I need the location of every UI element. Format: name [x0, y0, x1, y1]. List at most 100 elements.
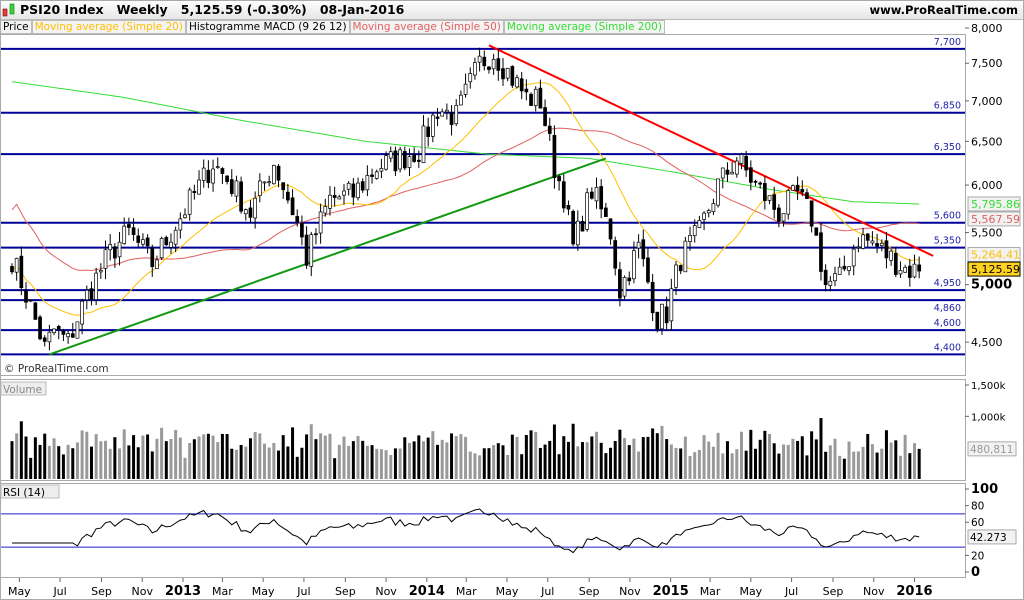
candle-body — [547, 125, 552, 134]
volume-bar — [754, 448, 758, 479]
volume-bar — [618, 429, 622, 479]
level-label: 4,400 — [934, 342, 961, 353]
candle-body — [683, 240, 688, 273]
volume-bar — [782, 444, 786, 479]
volume-bar — [473, 453, 477, 479]
candle-body — [884, 240, 889, 259]
volume-bar — [403, 437, 407, 479]
x-axis-label: Mar — [700, 585, 721, 598]
candle-body — [561, 181, 566, 209]
volume-bar — [258, 433, 262, 479]
volume-bar — [529, 430, 533, 479]
volume-bar — [669, 444, 673, 479]
x-axis-label: Jul — [540, 585, 554, 598]
legend-sma50[interactable]: Moving average (Simple 50) — [349, 20, 504, 34]
candle-body — [543, 107, 547, 126]
last-value-tag — [967, 529, 1017, 545]
candle-body — [585, 192, 590, 230]
x-axis-label: Nov — [132, 585, 154, 598]
candle-body — [108, 244, 113, 251]
candle-body — [893, 252, 898, 275]
volume-bar — [721, 453, 725, 479]
volume-bar — [725, 441, 729, 479]
volume-bar — [805, 455, 809, 479]
candle-body — [571, 210, 575, 245]
volume-bar — [777, 453, 781, 479]
legend-sma20[interactable]: Moving average (Simple 20) — [31, 20, 186, 34]
x-axis-label: Sep — [579, 585, 600, 598]
candle-body — [837, 266, 842, 275]
volume-bar — [337, 444, 341, 479]
volume-bar — [627, 445, 631, 479]
legend-price[interactable]: Price — [0, 20, 32, 34]
candle-body — [669, 288, 674, 322]
candle-body — [641, 239, 646, 260]
candle-body — [487, 66, 491, 70]
volume-bar — [697, 449, 701, 479]
volume-bar — [655, 433, 659, 479]
candle-body — [819, 232, 823, 272]
candle-body — [753, 180, 758, 183]
volume-bar — [351, 441, 355, 479]
candle-body — [515, 77, 519, 88]
volume-bar — [585, 442, 589, 479]
volume-bar — [791, 438, 795, 479]
volume-bar — [571, 423, 575, 479]
candle-body — [763, 183, 767, 201]
candle-body — [402, 151, 407, 169]
volume-bar — [24, 436, 28, 479]
volume-bar — [132, 435, 136, 479]
last-value-tag — [967, 211, 1021, 227]
price-axis-label: 6,000 — [971, 179, 1003, 192]
volume-bar — [842, 458, 846, 479]
volume-bar — [683, 436, 687, 479]
volume-bar — [870, 444, 874, 479]
candle-body — [187, 189, 192, 215]
volume-bar — [431, 431, 435, 479]
candle-body — [103, 249, 108, 269]
volume-bar — [520, 454, 524, 479]
volume-bar — [347, 445, 351, 479]
last-value-label: 5,125.59 — [971, 263, 1020, 276]
candle-body — [589, 191, 594, 199]
rsi-axis-label: 100 — [971, 482, 998, 497]
legend-sma200[interactable]: Moving average (Simple 200) — [503, 20, 665, 34]
volume-bar — [749, 429, 753, 479]
candle-body — [777, 207, 781, 222]
volume-bar — [66, 444, 70, 479]
volume-bar — [94, 434, 98, 479]
volume-bar — [393, 448, 397, 479]
volume-bar — [43, 433, 47, 479]
volume-bar — [590, 436, 594, 479]
candle-body — [814, 227, 819, 236]
site-link[interactable]: www.ProRealTime.com — [869, 3, 1018, 17]
volume-bar — [651, 428, 655, 479]
x-axis-label: Sep — [823, 585, 844, 598]
volume-bar — [29, 457, 33, 479]
legend-macd[interactable]: Histogramme MACD (9 26 12) — [185, 20, 350, 34]
volume-bar — [379, 449, 383, 479]
candle-body — [80, 300, 84, 325]
candle-body — [505, 67, 510, 79]
candle-body — [220, 168, 225, 174]
level-label: 6,350 — [934, 142, 961, 153]
candle-body — [847, 266, 851, 271]
volume-bar — [898, 455, 902, 479]
volume-bar — [623, 438, 627, 479]
candle-body — [632, 250, 636, 280]
candle-body — [664, 306, 669, 324]
volume-bar — [711, 446, 715, 479]
candle-body — [127, 224, 131, 228]
volume-bar — [118, 448, 122, 479]
candle-body — [257, 180, 262, 197]
candle-body — [445, 109, 449, 113]
candle-body — [136, 235, 141, 243]
volume-bar — [365, 445, 369, 479]
volume-bar — [333, 458, 337, 479]
x-axis-label: Mar — [456, 585, 477, 598]
candle-body — [75, 321, 80, 339]
volume-bar — [174, 429, 178, 479]
candle-body — [365, 175, 370, 191]
last-value-label: 5,264.41 — [971, 248, 1020, 261]
